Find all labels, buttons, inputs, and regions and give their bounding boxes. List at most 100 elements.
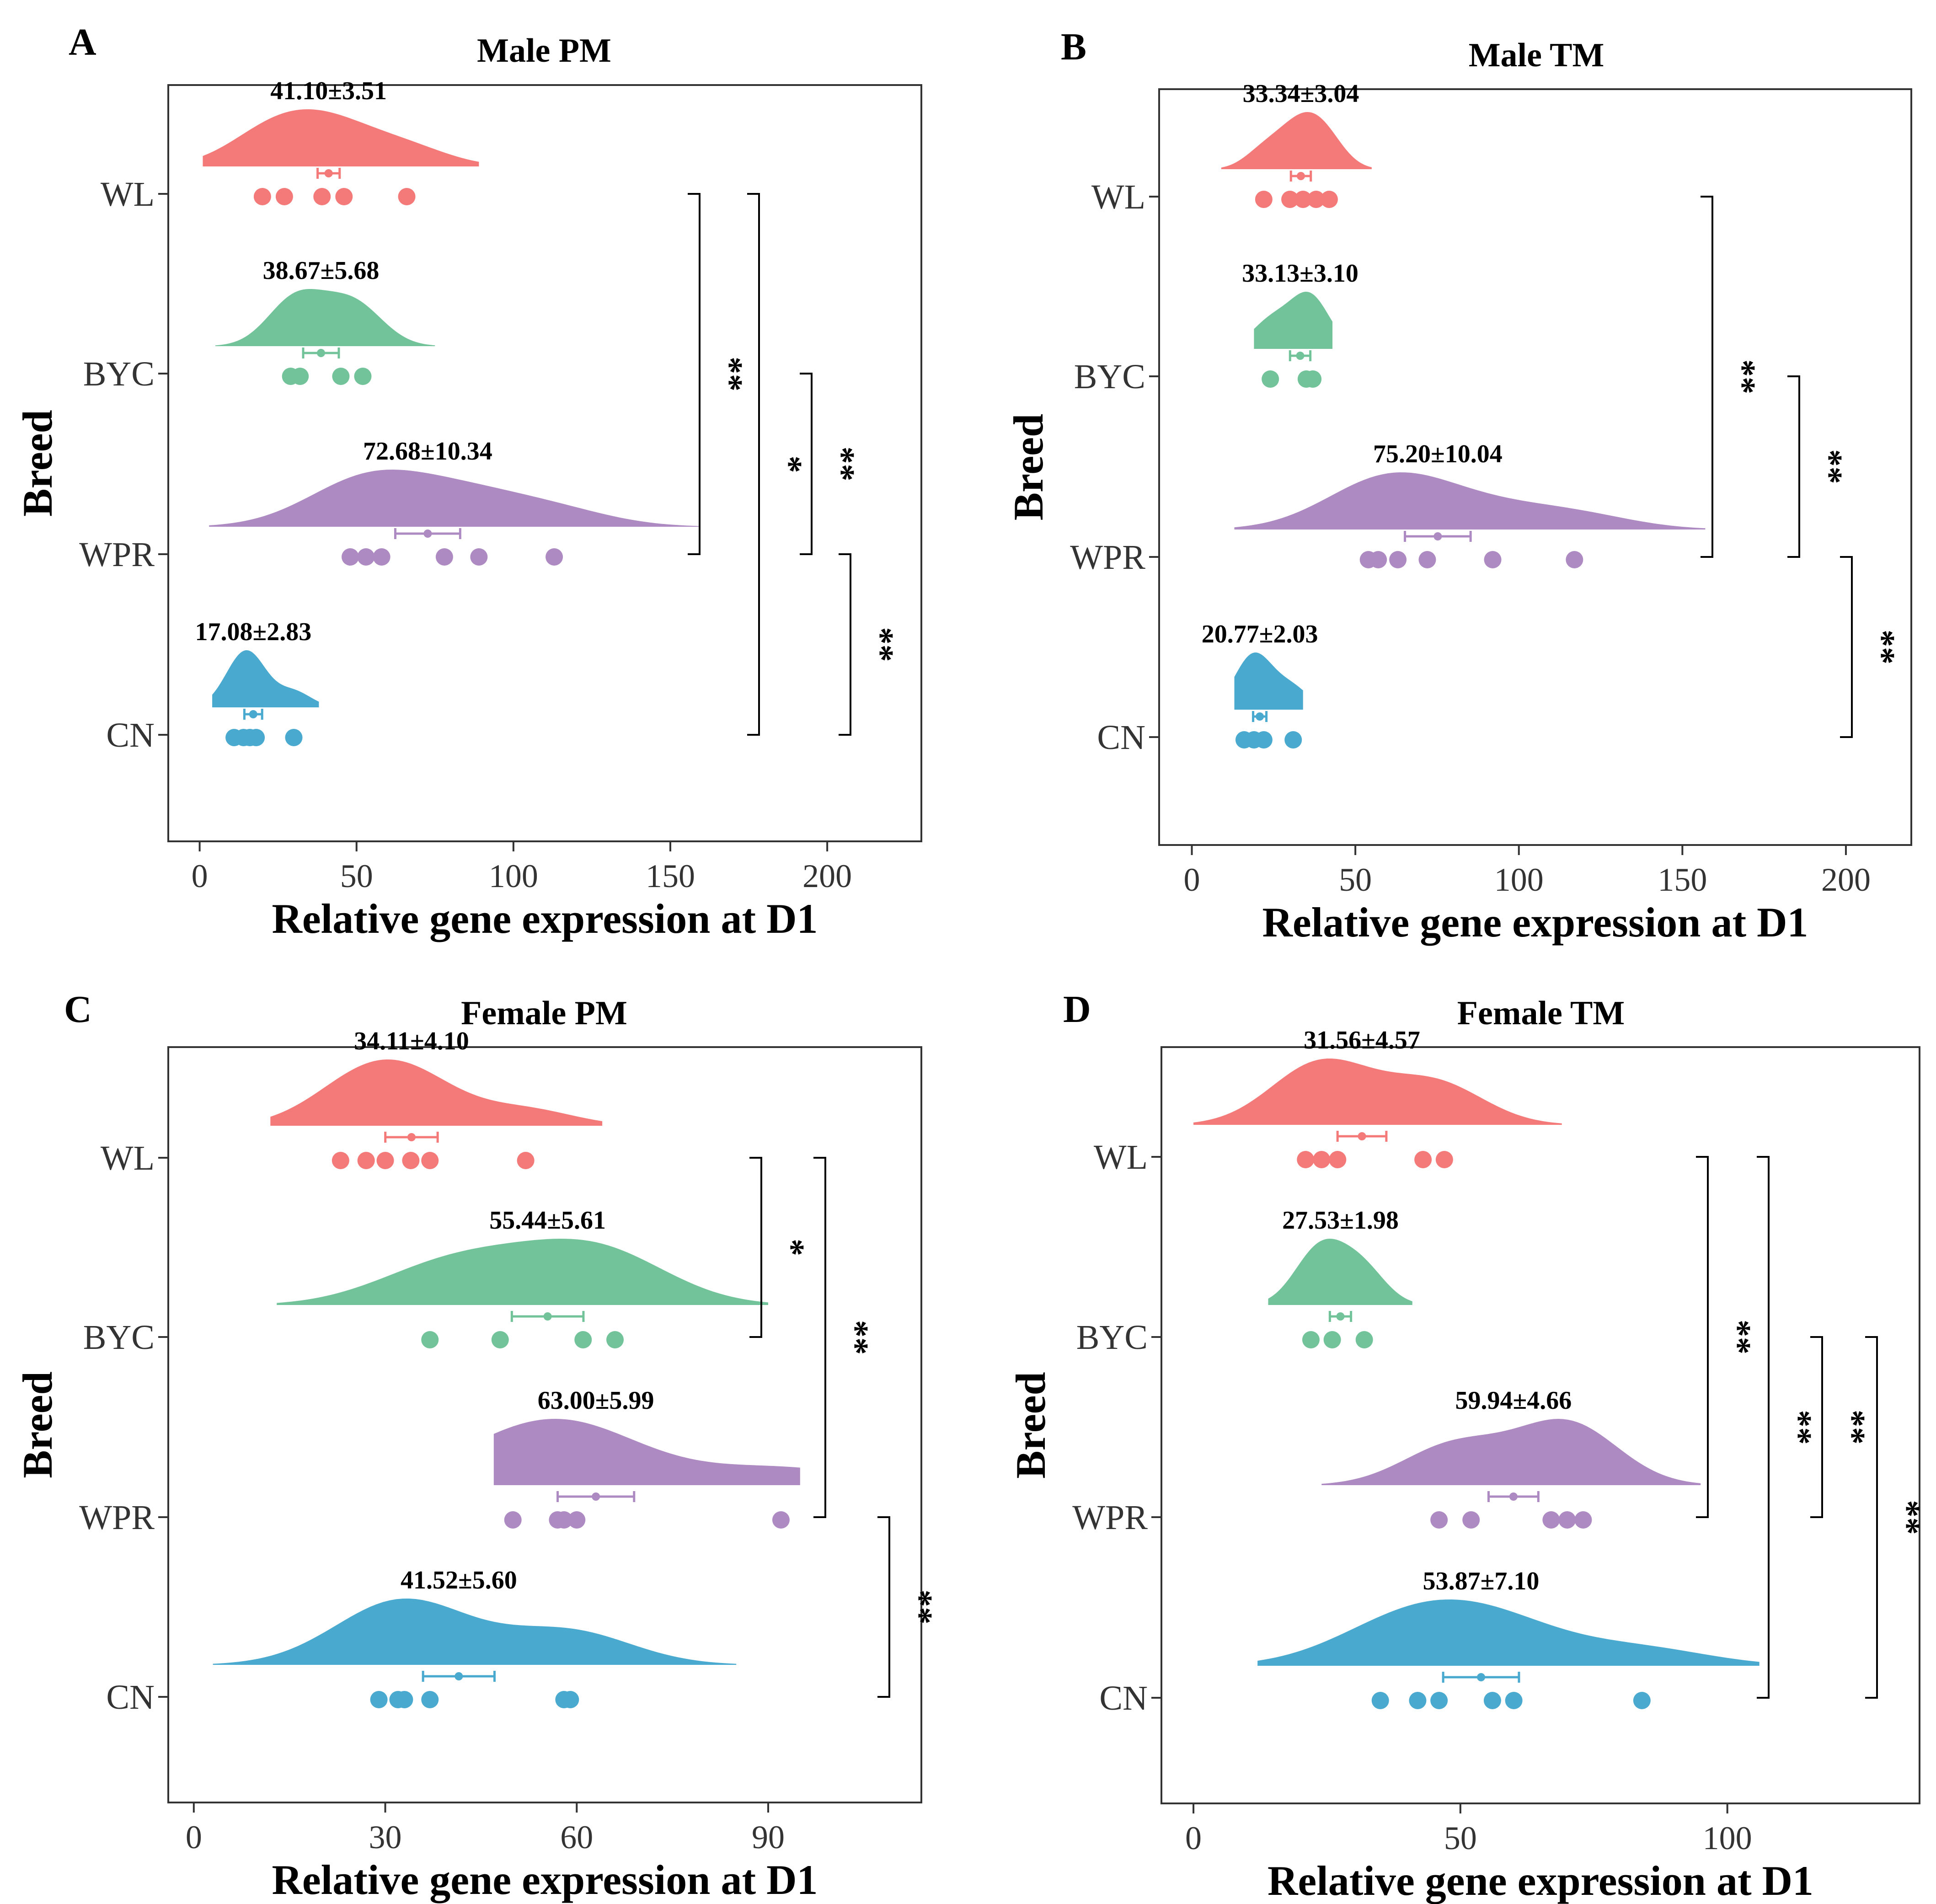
p3-data-point-wpr — [772, 1511, 790, 1529]
p4-data-point-cn — [1409, 1692, 1427, 1709]
p4-x-tick-label: 0 — [1185, 1820, 1202, 1856]
p2-y-tick-label-wl: WL — [1091, 178, 1145, 216]
p3-y-tick-label-cn: CN — [106, 1678, 155, 1717]
p3-mean-point-byc — [543, 1312, 552, 1321]
p3-x-tick-label: 90 — [752, 1819, 785, 1856]
p2-data-point-wl — [1320, 191, 1338, 208]
p4-data-point-wpr — [1542, 1511, 1560, 1529]
p2-density-byc — [1254, 292, 1333, 349]
p1-mean-point-cn — [249, 710, 257, 718]
p3-significance-label: ** — [901, 1590, 939, 1625]
p3-data-point-byc — [421, 1331, 439, 1348]
p4-data-point-cn — [1430, 1692, 1448, 1709]
p3-mean-point-wpr — [592, 1492, 600, 1501]
p4-panel-title: Female TM — [1457, 995, 1625, 1032]
p1-significance-bracket — [747, 193, 760, 736]
p1-significance-bracket — [800, 373, 813, 555]
p1-y-axis-title: Breed — [14, 410, 61, 516]
p4-significance-label: ** — [1719, 1320, 1758, 1354]
p3-y-tick-label-wl: WL — [101, 1139, 155, 1177]
p4-density-byc — [1268, 1239, 1412, 1305]
p3-data-point-wpr — [504, 1511, 522, 1529]
p1-panel-title: Male PM — [477, 32, 611, 70]
p1-data-point-wpr — [373, 548, 390, 566]
p1-density-byc — [215, 289, 435, 346]
p3-data-point-wpr — [568, 1511, 586, 1529]
p4-data-point-wl — [1297, 1151, 1315, 1168]
p4-data-point-cn — [1633, 1692, 1651, 1709]
p3-panel-title: Female PM — [461, 995, 627, 1032]
p2-y-axis-title: Breed — [1005, 414, 1052, 520]
p3-density-wl — [270, 1059, 603, 1126]
p3-data-point-wl — [402, 1152, 420, 1169]
p3-significance-label: * — [773, 1239, 811, 1256]
p2-significance-bracket — [1840, 556, 1853, 738]
p2-data-point-wpr — [1389, 551, 1407, 568]
p3-y-tick-label-byc: BYC — [83, 1318, 155, 1357]
p4-value-label-cn: 53.87±7.10 — [1423, 1567, 1540, 1595]
p3-data-point-cn — [396, 1691, 413, 1708]
p1-significance-label: ** — [711, 357, 749, 391]
p1-significance-label: ** — [823, 447, 861, 481]
p4-mean-point-wl — [1358, 1132, 1366, 1140]
p2-x-tick-label: 150 — [1658, 861, 1707, 898]
p1-density-cn — [212, 650, 319, 707]
p1-value-label-cn: 17.08±2.83 — [195, 618, 311, 646]
p4-data-point-byc — [1302, 1331, 1320, 1348]
p1-value-label-byc: 38.67±5.68 — [263, 257, 380, 285]
p1-y-tick-label-wl: WL — [101, 175, 155, 214]
p2-significance-label: ** — [1724, 359, 1762, 394]
p4-data-point-cn — [1483, 1692, 1501, 1709]
p2-panel-title: Male TM — [1469, 37, 1604, 74]
p1-data-point-wl — [275, 188, 293, 205]
p4-mean-point-cn — [1477, 1673, 1486, 1681]
p2-density-cn — [1234, 652, 1303, 710]
p1-data-point-byc — [332, 368, 350, 385]
p3-mean-point-wl — [407, 1133, 416, 1141]
p3-x-axis-title: Relative gene expression at D1 — [272, 1856, 818, 1903]
p3-data-point-wl — [421, 1152, 439, 1169]
p3-density-wpr — [493, 1419, 800, 1485]
p1-data-point-wpr — [342, 548, 359, 566]
p2-data-point-wl — [1281, 191, 1299, 208]
p4-significance-bracket — [1865, 1336, 1878, 1699]
p4-density-wl — [1193, 1059, 1562, 1125]
p4-density-cn — [1257, 1599, 1760, 1666]
p1-x-tick-label: 200 — [802, 858, 852, 894]
p2-data-point-wpr — [1369, 551, 1387, 568]
p3-data-point-wl — [376, 1152, 394, 1169]
p4-data-point-wl — [1313, 1151, 1331, 1168]
p2-mean-point-cn — [1256, 712, 1264, 721]
p4-data-point-wpr — [1574, 1511, 1592, 1529]
p2-data-point-wl — [1294, 191, 1312, 208]
p2-data-point-wl — [1307, 191, 1325, 208]
p2-data-point-byc — [1304, 370, 1322, 388]
p1-data-point-wpr — [546, 548, 563, 566]
p2-mean-point-byc — [1296, 352, 1305, 360]
p2-data-point-wpr — [1418, 551, 1436, 568]
p2-data-point-wpr — [1566, 551, 1583, 568]
p1-plot-frame — [167, 84, 922, 842]
p4-x-tick-label: 50 — [1444, 1820, 1477, 1856]
p1-significance-label: * — [770, 456, 809, 473]
p3-value-label-cn: 41.52±5.60 — [401, 1566, 517, 1594]
p4-data-point-cn — [1505, 1692, 1523, 1709]
p2-x-tick-label: 50 — [1339, 861, 1372, 898]
p1-data-point-wl — [253, 188, 271, 205]
p3-significance-bracket — [877, 1516, 890, 1698]
p2-mean-point-wpr — [1433, 532, 1442, 540]
p2-value-label-cn: 20.77±2.03 — [1202, 620, 1318, 648]
p1-mean-point-byc — [316, 349, 325, 357]
p2-x-tick-label: 100 — [1494, 861, 1544, 898]
p1-x-tick-label: 150 — [646, 858, 695, 894]
p3-x-tick-label: 60 — [560, 1819, 593, 1856]
p4-value-label-wl: 31.56±4.57 — [1304, 1026, 1420, 1054]
p4-y-axis-title: Breed — [1007, 1372, 1054, 1478]
p1-y-tick-label-wpr: WPR — [79, 535, 155, 574]
p3-panel-letter: C — [64, 988, 92, 1031]
p4-value-label-byc: 27.53±1.98 — [1282, 1206, 1399, 1235]
p4-x-axis-title: Relative gene expression at D1 — [1267, 1857, 1813, 1904]
